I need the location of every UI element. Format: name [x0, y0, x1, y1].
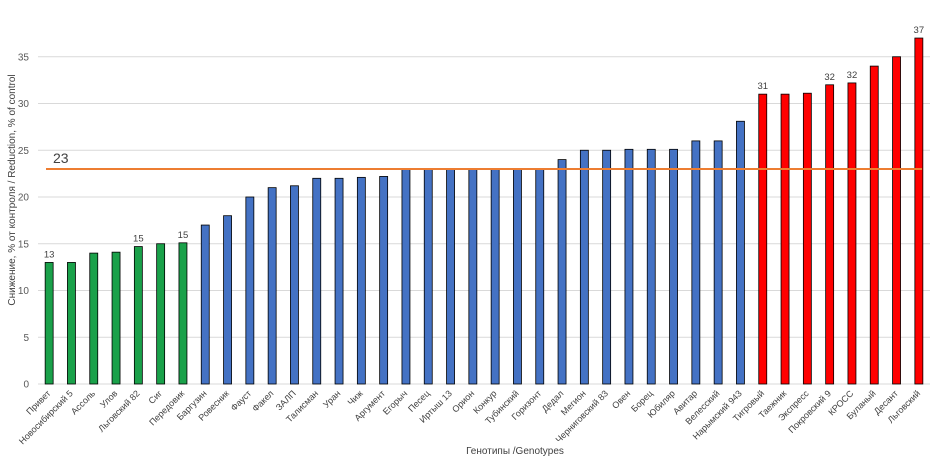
y-tick-label: 25	[18, 146, 30, 157]
bar-37	[847, 82, 857, 385]
bar-3	[89, 252, 99, 385]
bars	[44, 37, 924, 385]
bar-18	[423, 168, 433, 385]
bar-15	[356, 176, 366, 385]
y-tick-label: 10	[18, 286, 30, 297]
bar-28	[646, 148, 656, 385]
category-label: Уран	[321, 388, 342, 409]
bar-7	[178, 242, 188, 385]
bar-26	[602, 149, 612, 385]
category-label: Ассоль	[69, 388, 97, 416]
bar-32	[736, 120, 745, 385]
data-label: 37	[914, 25, 925, 36]
bar-10	[245, 196, 255, 385]
bar-16	[379, 176, 389, 385]
bar-27	[624, 148, 634, 385]
bar-11	[267, 187, 277, 385]
bar-5	[133, 246, 143, 385]
bar-19	[446, 168, 455, 385]
bar-35	[802, 92, 812, 385]
y-tick-label: 35	[18, 52, 30, 63]
data-label: 13	[44, 249, 55, 260]
data-label: 31	[757, 81, 768, 92]
reference-line-group: 23	[46, 150, 922, 170]
data-label: 32	[847, 70, 858, 81]
data-labels: 13 15 15 31 32 32 37	[44, 25, 924, 260]
bar-17	[401, 168, 411, 385]
category-label: Сиг	[147, 388, 165, 406]
y-tick-label: 20	[18, 193, 30, 204]
bar-38	[869, 65, 879, 385]
bar-40	[914, 37, 924, 385]
bar-23	[535, 168, 545, 385]
bar-4	[111, 251, 121, 385]
x-axis-title: Генотипы /Genotypes	[466, 446, 564, 457]
y-tick-label: 30	[18, 99, 30, 110]
bar-8	[200, 224, 210, 385]
bar-33	[758, 93, 768, 385]
y-axis-title: Снижение, % от контроля / Reduction, % o…	[7, 74, 18, 305]
gridlines	[38, 56, 930, 385]
bar-30	[691, 140, 701, 385]
bar-20	[468, 168, 478, 385]
bar-13	[312, 177, 322, 385]
bar-9	[223, 215, 232, 385]
category-label: Фауст	[229, 388, 254, 413]
y-tick-label: 15	[18, 239, 30, 250]
bar-6	[156, 243, 166, 385]
bar-2	[67, 262, 76, 385]
category-label: Факел	[250, 388, 275, 413]
bar-25	[579, 149, 589, 385]
bar-39	[892, 56, 901, 385]
bar-31	[713, 140, 723, 385]
bar-12	[290, 185, 299, 385]
reference-line-label: 23	[53, 150, 69, 166]
bar-36	[825, 84, 835, 385]
data-label: 15	[178, 230, 189, 241]
category-label: Егорыч	[381, 388, 410, 417]
bar-34	[780, 93, 790, 385]
bar-22	[513, 168, 522, 385]
bar-14	[334, 177, 344, 385]
y-tick-label: 0	[23, 380, 29, 391]
category-label: Чиж	[346, 388, 365, 407]
data-label: 15	[133, 234, 144, 245]
data-label: 32	[824, 72, 835, 83]
bar-29	[669, 148, 678, 385]
bar-21	[490, 168, 500, 385]
bar-1	[44, 262, 54, 385]
bar-24	[557, 159, 567, 385]
y-tick-label: 5	[23, 333, 29, 344]
y-axis-ticks: 0 5 10 15 20 25 30 35	[18, 52, 30, 390]
